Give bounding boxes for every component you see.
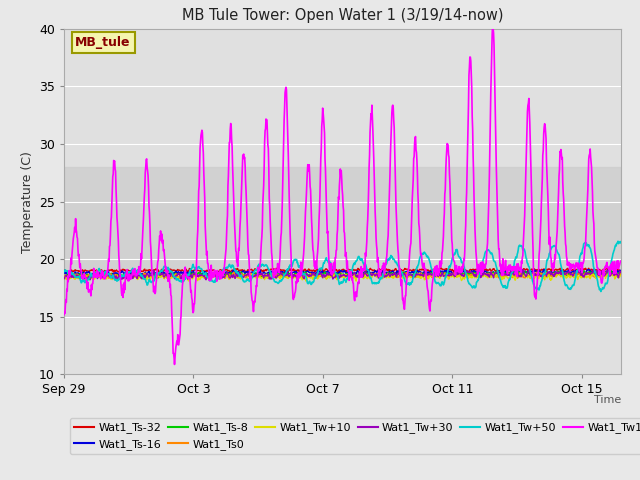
Wat1_Ts-16 [154,272,162,278]
Wat1_Ts-8 [365,271,372,277]
Wat1_Ts-8 [60,273,68,278]
Wat1_Ts-8 [353,272,361,278]
Wat1_Ts-32 [248,266,255,272]
Wat1_Tw+30 [86,277,94,283]
Wat1_Tw100 [489,21,497,27]
Wat1_Ts-32 [353,267,360,273]
Wat1_Tw+50 [353,258,360,264]
Wat1_Ts-16 [248,269,256,275]
Wat1_Ts-32 [436,265,444,271]
Line: Wat1_Ts0: Wat1_Ts0 [64,272,621,279]
Wat1_Tw+50 [248,276,255,281]
Wat1_Ts0 [353,273,361,279]
Wat1_Ts-32 [617,268,625,274]
Y-axis label: Temperature (C): Temperature (C) [20,151,33,252]
Wat1_Ts-32 [364,267,372,273]
Wat1_Tw+50 [617,240,625,246]
Wat1_Ts-32 [134,267,141,273]
Wat1_Ts-16 [617,267,625,273]
Bar [64,167,621,317]
Wat1_Tw+10 [617,273,625,278]
Wat1_Tw100 [353,289,361,295]
Wat1_Tw+30 [302,271,310,277]
Wat1_Tw+10 [353,274,361,280]
Title: MB Tule Tower: Open Water 1 (3/19/14-now): MB Tule Tower: Open Water 1 (3/19/14-now… [182,9,503,24]
Line: Wat1_Tw100: Wat1_Tw100 [64,24,621,364]
Wat1_Tw+30 [365,272,372,277]
Wat1_Ts-32 [154,267,162,273]
Wat1_Ts-8 [248,273,256,279]
Wat1_Tw+50 [614,239,622,244]
Wat1_Tw+30 [589,266,597,272]
Wat1_Ts-8 [302,270,310,276]
Wat1_Tw+10 [554,270,561,276]
Wat1_Tw+10 [134,276,141,281]
Wat1_Ts-32 [394,270,401,276]
Wat1_Ts-16 [60,269,68,275]
Wat1_Tw+30 [154,270,162,276]
Wat1_Tw100 [365,186,372,192]
Wat1_Ts0 [154,273,162,278]
Wat1_Ts-32 [301,267,309,273]
Wat1_Ts-16 [508,266,515,272]
Wat1_Tw+50 [134,268,141,274]
Wat1_Ts-8 [607,268,615,274]
Wat1_Tw+10 [352,278,360,284]
Wat1_Tw100 [134,268,141,274]
Wat1_Ts0 [122,276,130,282]
Wat1_Tw100 [248,298,256,303]
Line: Wat1_Tw+30: Wat1_Tw+30 [64,269,621,280]
Wat1_Tw+50 [364,267,372,273]
Wat1_Tw100 [617,258,625,264]
Wat1_Tw+30 [353,272,361,278]
Wat1_Ts-8 [154,274,162,280]
Wat1_Ts-16 [365,267,372,273]
Line: Wat1_Ts-32: Wat1_Ts-32 [64,268,621,273]
Wat1_Tw100 [171,361,179,367]
Wat1_Tw+50 [597,288,605,294]
Wat1_Tw+30 [248,273,256,279]
Wat1_Tw+10 [154,273,162,279]
Wat1_Tw+10 [365,274,372,280]
Wat1_Ts-8 [617,270,625,276]
Text: MB_tule: MB_tule [76,36,131,49]
Wat1_Ts-16 [106,273,113,279]
Wat1_Ts0 [477,269,484,275]
Wat1_Tw100 [60,312,68,318]
Wat1_Tw+10 [301,276,309,282]
Wat1_Tw+50 [154,271,162,277]
Wat1_Ts0 [60,275,68,280]
Line: Wat1_Tw+50: Wat1_Tw+50 [64,241,621,291]
Wat1_Ts-8 [134,273,141,278]
Wat1_Tw+30 [617,270,625,276]
Legend: Wat1_Ts-32, Wat1_Ts-16, Wat1_Ts-8, Wat1_Ts0, Wat1_Tw+10, Wat1_Tw+30, Wat1_Tw+50,: Wat1_Ts-32, Wat1_Ts-16, Wat1_Ts-8, Wat1_… [70,418,640,454]
Wat1_Tw100 [154,258,162,264]
Wat1_Tw+30 [60,275,68,281]
Wat1_Ts-8 [154,275,162,281]
Wat1_Ts0 [302,273,310,278]
Line: Wat1_Ts-16: Wat1_Ts-16 [64,269,621,276]
Wat1_Tw+30 [134,272,142,277]
Wat1_Tw+10 [248,273,255,278]
Wat1_Ts-32 [60,267,68,273]
Wat1_Ts-16 [302,269,310,275]
Wat1_Tw+50 [60,269,68,275]
Wat1_Ts0 [248,275,256,280]
Line: Wat1_Tw+10: Wat1_Tw+10 [64,273,621,281]
Wat1_Ts0 [365,273,372,279]
Wat1_Ts-16 [134,272,142,278]
Text: Time: Time [593,395,621,405]
Wat1_Ts0 [134,274,142,280]
Line: Wat1_Ts-8: Wat1_Ts-8 [64,271,621,278]
Wat1_Ts0 [617,272,625,277]
Wat1_Tw+10 [60,274,68,279]
Wat1_Tw+50 [301,272,309,278]
Wat1_Ts-16 [353,268,361,274]
Wat1_Tw100 [302,201,310,206]
